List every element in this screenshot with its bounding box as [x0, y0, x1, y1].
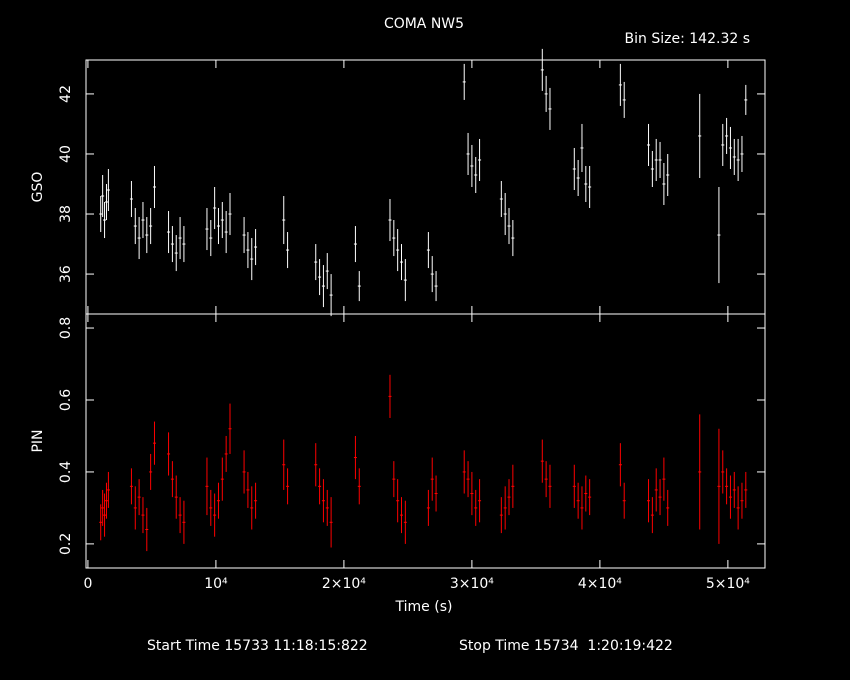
chart-title: COMA NW5: [384, 16, 464, 32]
x-tick-label: 0: [83, 576, 92, 592]
y-tick-label: 0.6: [58, 389, 74, 411]
x-tick-label: 5×10⁴: [706, 576, 750, 592]
x-axis-label: Time (s): [395, 599, 453, 615]
y-tick-label: 0.4: [58, 461, 74, 483]
y-tick-label: 42: [58, 85, 74, 103]
y-tick-label: 36: [58, 265, 74, 283]
y-tick-label: 0.2: [58, 533, 74, 555]
y-tick-label: 0.8: [58, 317, 74, 339]
start-time: Start Time 15733 11:18:15:822: [147, 638, 368, 654]
stop-time: Stop Time 15734 1:20:19:422: [459, 638, 673, 654]
x-tick-label: 2×10⁴: [322, 576, 366, 592]
plot-frame: [85, 313, 766, 569]
y-axis-label: GSO: [30, 172, 46, 203]
chart-subtitle: Bin Size: 142.32 s: [625, 31, 750, 47]
x-tick-label: 3×10⁴: [450, 576, 494, 592]
x-tick-label: 10⁴: [204, 576, 228, 592]
y-tick-label: 38: [58, 205, 74, 223]
x-tick-label: 4×10⁴: [578, 576, 622, 592]
y-tick-label: 40: [58, 145, 74, 163]
plot-frame: [85, 59, 766, 315]
y-axis-label: PIN: [30, 429, 46, 452]
